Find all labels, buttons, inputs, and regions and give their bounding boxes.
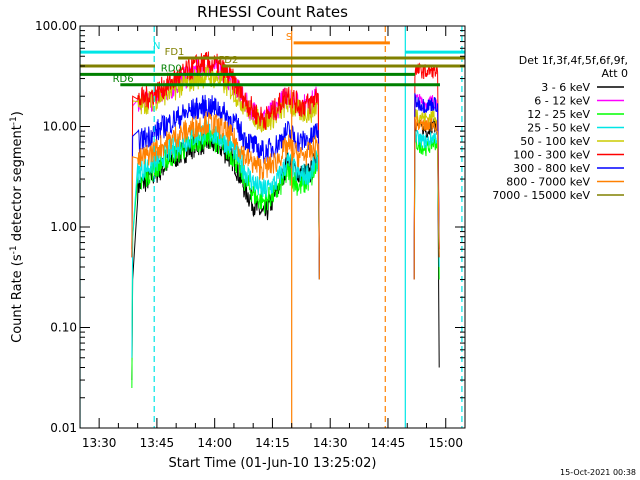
x-tick-label: 14:15 bbox=[255, 436, 290, 450]
legend-item-label: 50 - 100 keV bbox=[520, 135, 590, 148]
legend-item-label: 300 - 800 keV bbox=[513, 162, 590, 175]
x-tick-label: 15:00 bbox=[428, 436, 463, 450]
legend: Det 1f,3f,4f,5f,6f,9f, Att 0 3 - 6 keV6 … bbox=[492, 54, 628, 202]
series-line-25-50-kev-late bbox=[413, 129, 440, 280]
x-tick-label: 14:30 bbox=[313, 436, 348, 450]
series-line-100-300-kev-late bbox=[413, 62, 440, 280]
y-axis-label: Count Rate (s-1 detector segment-1) bbox=[9, 111, 25, 343]
legend-item-label: 25 - 50 keV bbox=[527, 122, 590, 135]
y-tick-label: 1.00 bbox=[50, 220, 77, 234]
series-line-800-7000-kev bbox=[131, 111, 320, 280]
series-line-3-6-kev-late bbox=[413, 118, 440, 368]
legend-item-label: 12 - 25 keV bbox=[527, 108, 590, 121]
legend-header-detectors: Det 1f,3f,4f,5f,6f,9f, bbox=[519, 54, 628, 67]
series-line-800-7000-kev-late bbox=[413, 116, 440, 280]
x-tick-label: 14:00 bbox=[197, 436, 232, 450]
y-tick-label: 100.00 bbox=[35, 19, 77, 33]
legend-item-label: 7000 - 15000 keV bbox=[492, 189, 590, 202]
series-line-50-100-kev-late bbox=[413, 106, 440, 280]
state-label-rd0: RD0 bbox=[161, 63, 182, 74]
x-tick-label: 14:45 bbox=[371, 436, 406, 450]
y-axis-label-part2: detector segment bbox=[10, 125, 25, 245]
state-label-fd1: FD1 bbox=[165, 47, 185, 58]
x-tick-label: 13:45 bbox=[140, 436, 175, 450]
y-tick-label: 0.01 bbox=[50, 421, 77, 435]
series-line-300-800-kev-late bbox=[413, 93, 440, 280]
y-axis-label-sup1: -1 bbox=[9, 245, 19, 254]
y-axis-label-part1: Count Rate (s bbox=[10, 254, 25, 343]
y-axis-label-sup2: -1 bbox=[9, 116, 19, 125]
x-axis-label: Start Time (01-Jun-10 13:25:02) bbox=[169, 456, 377, 471]
state-label-rd6: RD6 bbox=[113, 74, 134, 85]
state-label-n: N bbox=[153, 41, 160, 52]
state-label-fd2: FD2 bbox=[219, 55, 239, 66]
y-tick-label: 0.10 bbox=[50, 321, 77, 335]
legend-item-label: 800 - 7000 keV bbox=[506, 176, 590, 189]
x-tick-label: 13:30 bbox=[82, 436, 117, 450]
legend-item-label: 6 - 12 keV bbox=[534, 95, 590, 108]
legend-item-label: 3 - 6 keV bbox=[541, 81, 590, 94]
y-tick-label: 10.00 bbox=[43, 120, 77, 134]
y-axis-label-part3: ) bbox=[10, 111, 25, 116]
legend-item-label: 100 - 300 keV bbox=[513, 149, 590, 162]
timestamp-label: 15-Oct-2021 00:38 bbox=[560, 468, 636, 477]
series-line-12-25-kev-late bbox=[413, 133, 440, 280]
legend-header-attenuator: Att 0 bbox=[602, 67, 628, 80]
plot-frame bbox=[79, 25, 466, 429]
chart-title: RHESSI Count Rates bbox=[197, 3, 348, 21]
state-label-s: S bbox=[286, 32, 292, 43]
